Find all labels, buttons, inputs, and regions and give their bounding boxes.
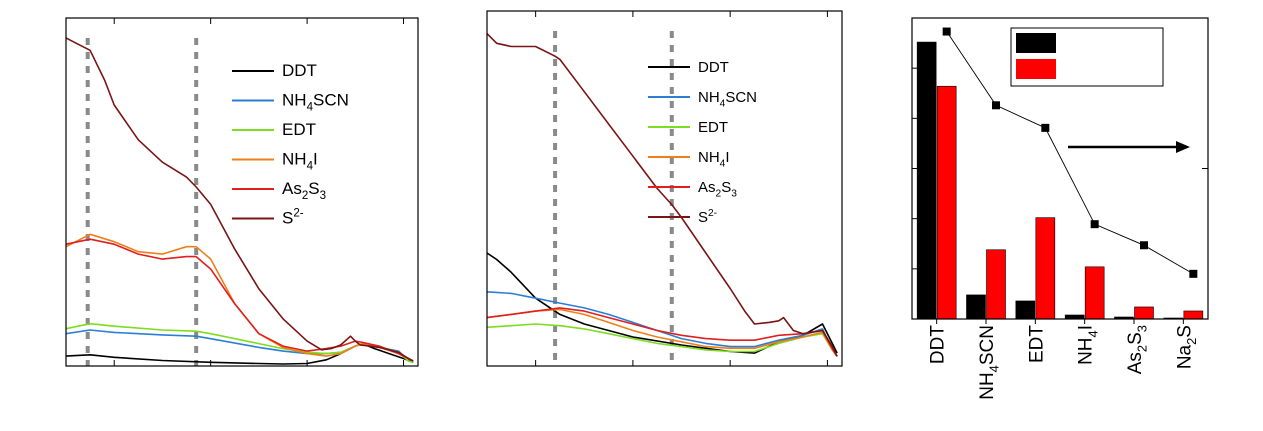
bar-D=4.7nm-NH4SCN	[966, 294, 986, 320]
bar-D=5.7nm-NH4SCN	[986, 249, 1006, 320]
series-line-DDT	[486, 252, 838, 354]
series-line-DDT	[65, 342, 414, 365]
population-marker-NH4SCN	[992, 101, 1000, 110]
bar-D=5.7nm-EDT	[1035, 217, 1056, 320]
x-tick-label-DDT: DDT	[928, 325, 949, 364]
legend-label-As2S3: As2S3	[282, 179, 326, 202]
legend-label-DDT: DDT	[698, 59, 729, 76]
bar-D=5.7nm-DDT	[936, 85, 957, 320]
population-marker-DDT	[942, 27, 951, 36]
population-marker-Na2S	[1189, 269, 1198, 278]
legend-label-NH4I: NH4I	[282, 150, 318, 173]
legend-label-NH4I: NH4I	[698, 149, 730, 170]
legend-swatch-D=5.7nm	[1016, 59, 1056, 79]
series-line-S2-	[65, 37, 414, 362]
x-tick-label-Na2S: Na2S	[1174, 325, 1199, 369]
x-tick-label-NH4I: NH4I	[1076, 325, 1101, 365]
panel-c: DDT NH4SCN EDT NH4I As2S3 Na2S	[911, 17, 1209, 400]
series-line-S2-	[486, 33, 838, 357]
legend-label-S2-: S2-	[282, 208, 304, 228]
legend-label-EDT: EDT	[698, 119, 728, 136]
series-line-As2S3	[65, 238, 414, 362]
legend-label-NH4SCN: NH4SCN	[698, 89, 757, 110]
series-line-As2S3	[486, 307, 838, 357]
series-line-NH4I	[486, 308, 838, 357]
x-tick-label-NH4SCN: NH4SCN	[977, 325, 1002, 400]
bar-D=4.7nm-DDT	[916, 41, 937, 320]
axis-arrow-head	[1176, 141, 1190, 153]
x-tick-label-EDT: EDT	[1026, 325, 1047, 363]
bar-D=4.7nm-NH4I	[1064, 314, 1085, 320]
legend-swatch-D=4.7nm	[1016, 33, 1056, 53]
population-marker-NH4I	[1090, 220, 1099, 229]
panel-b: DDT NH4SCN EDT NH4I As2S3 S2-	[486, 10, 843, 367]
population-marker-EDT	[1041, 123, 1050, 132]
x-tick-label-As2S3: As2S3	[1125, 325, 1150, 374]
bar-D=5.7nm-NH4I	[1084, 266, 1105, 320]
plot-frame	[486, 10, 843, 367]
plot-frame	[65, 17, 419, 367]
population-line	[946, 31, 1194, 275]
panel-a: DDT NH4SCN EDT NH4I As2S3 S2-	[65, 17, 419, 367]
bar-D=5.7nm-Na2S	[1183, 310, 1204, 320]
legend-label-As2S3: As2S3	[698, 179, 737, 200]
bar-D=4.7nm-EDT	[1015, 300, 1036, 320]
population-marker-As2S3	[1140, 241, 1148, 250]
legend-label-EDT: EDT	[282, 120, 316, 139]
legend-label-S2-: S2-	[698, 208, 717, 226]
legend-label-DDT: DDT	[282, 61, 317, 80]
series-line-EDT	[65, 322, 414, 364]
legend-label-NH4SCN: NH4SCN	[282, 91, 349, 114]
bar-D=5.7nm-As2S3	[1134, 306, 1154, 320]
